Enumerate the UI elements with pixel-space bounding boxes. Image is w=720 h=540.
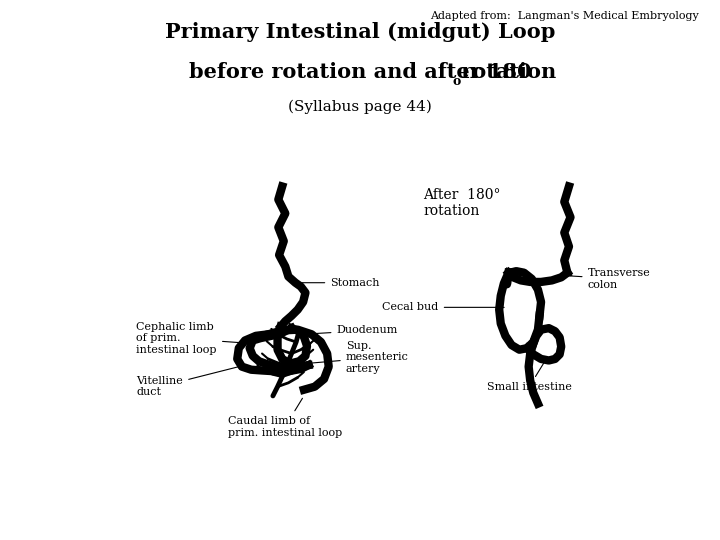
Text: Sup.
mesenteric
artery: Sup. mesenteric artery <box>308 341 409 374</box>
Text: rotation: rotation <box>454 62 557 82</box>
Text: Duodenum: Duodenum <box>305 326 398 335</box>
Text: (Syllabus page 44): (Syllabus page 44) <box>288 100 432 114</box>
Text: Small intestine: Small intestine <box>487 360 572 392</box>
Text: before rotation and after 180: before rotation and after 180 <box>189 62 531 82</box>
Text: Transverse
colon: Transverse colon <box>570 268 650 289</box>
Text: Stomach: Stomach <box>298 278 379 288</box>
Text: Cecal bud: Cecal bud <box>382 302 504 312</box>
Text: Cephalic limb
of prim.
intestinal loop: Cephalic limb of prim. intestinal loop <box>137 321 250 355</box>
Text: Caudal limb of
prim. intestinal loop: Caudal limb of prim. intestinal loop <box>228 399 342 437</box>
Text: Vitelline
duct: Vitelline duct <box>137 366 243 397</box>
Text: Adapted from:  Langman's Medical Embryology: Adapted from: Langman's Medical Embryolo… <box>430 11 698 21</box>
Text: Primary Intestinal (midgut) Loop: Primary Intestinal (midgut) Loop <box>165 22 555 42</box>
Text: o: o <box>452 75 460 87</box>
Text: After  180°
rotation: After 180° rotation <box>423 188 500 218</box>
